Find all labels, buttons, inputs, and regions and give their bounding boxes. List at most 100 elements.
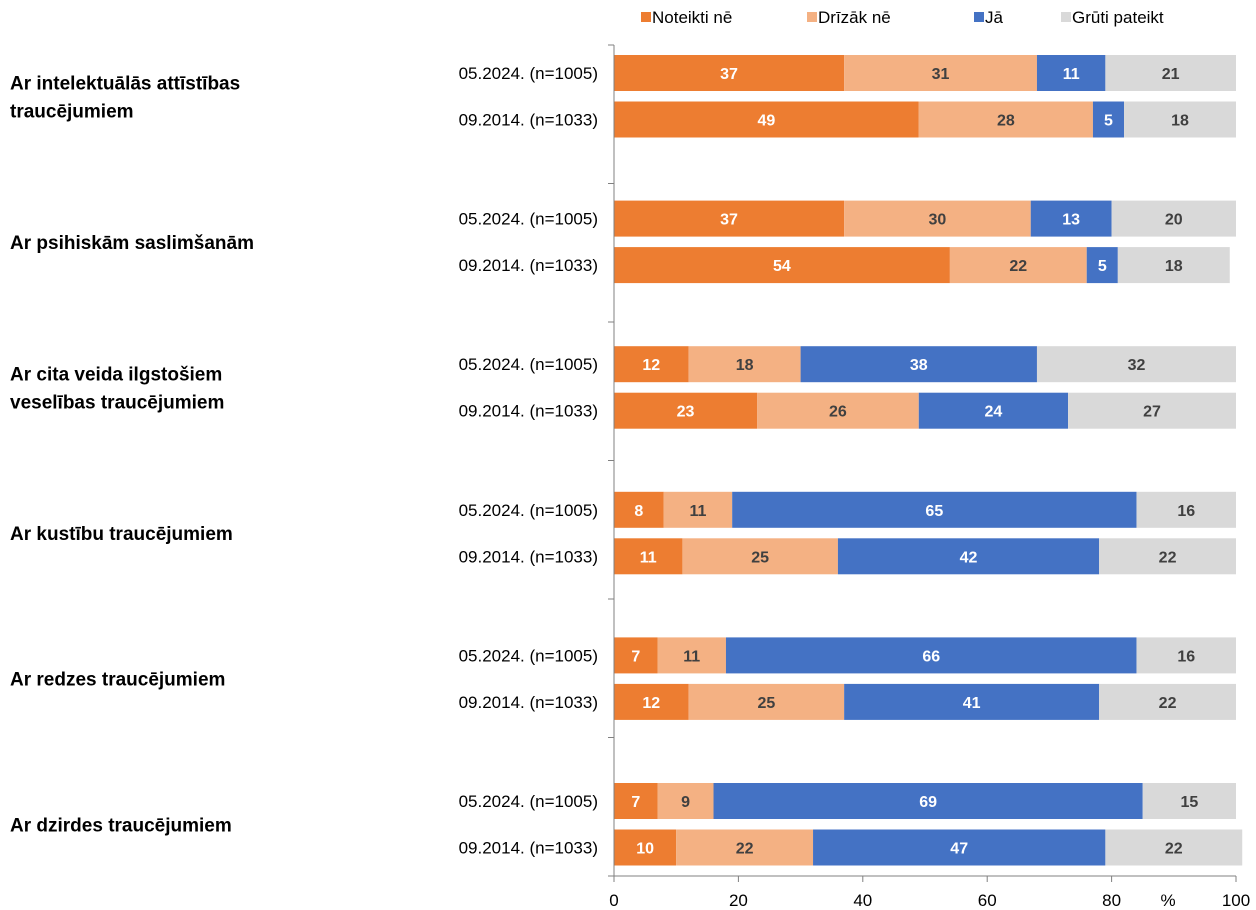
data-label: 30 <box>929 212 947 229</box>
data-label: 11 <box>683 648 700 665</box>
bar-segment <box>1136 491 1236 528</box>
data-label: 25 <box>751 549 769 566</box>
bar-segment <box>614 637 658 674</box>
legend-swatch-0 <box>641 12 651 22</box>
bar-segment <box>614 101 919 138</box>
bar-segment <box>614 55 845 91</box>
legend-label-2: Jā <box>985 8 1004 27</box>
data-label: 22 <box>1159 549 1177 566</box>
data-label: 11 <box>640 549 657 566</box>
data-label: 7 <box>631 648 640 665</box>
data-label: 38 <box>910 357 928 374</box>
data-label: 18 <box>1171 113 1189 130</box>
row-label: 05.2024. (n=1005) <box>459 210 598 229</box>
bar-segment <box>1086 247 1118 284</box>
data-label: 28 <box>997 113 1015 130</box>
row-label: 05.2024. (n=1005) <box>459 355 598 374</box>
data-label: 15 <box>1180 794 1198 811</box>
row-label: 09.2014. (n=1033) <box>459 402 598 421</box>
bar-segment <box>1099 538 1236 575</box>
data-label: 24 <box>985 404 1003 421</box>
data-label: 20 <box>1165 212 1183 229</box>
data-label: 42 <box>960 549 978 566</box>
data-label: 18 <box>1165 258 1183 275</box>
group-label: Ar dzirdes traucējumiem <box>10 815 232 836</box>
bar-segment <box>713 783 1143 819</box>
data-label: 5 <box>1098 258 1107 275</box>
bar-segment <box>1111 200 1236 237</box>
data-label: 12 <box>642 695 660 712</box>
data-label: 32 <box>1128 357 1146 374</box>
legend-label-3: Grūti pateikt <box>1072 8 1164 27</box>
bar-segment <box>676 829 814 866</box>
bar-segment <box>688 346 801 383</box>
group-label: Ar psihiskām saslimšanām <box>10 233 254 254</box>
bar-segment <box>918 392 1069 429</box>
bar-segment <box>614 247 950 284</box>
row-label: 09.2014. (n=1033) <box>459 547 598 566</box>
row-label: 05.2024. (n=1005) <box>459 646 598 665</box>
bar-segment <box>813 829 1106 866</box>
bar-segment <box>614 200 845 237</box>
group-label: veselības traucējumiem <box>10 392 224 413</box>
bar-segment <box>1036 55 1106 91</box>
data-label: 23 <box>677 404 695 421</box>
bar-segment <box>614 491 664 528</box>
bar-segment <box>1092 101 1125 138</box>
bar-segment <box>844 683 1100 720</box>
group-label: Ar kustību traucējumiem <box>10 524 233 545</box>
bar-segment <box>657 637 726 674</box>
bar-segment <box>614 683 689 720</box>
x-unit-label: % <box>1160 891 1175 910</box>
data-label: 69 <box>919 794 937 811</box>
bar-segment <box>682 538 838 575</box>
data-label: 27 <box>1143 404 1161 421</box>
x-tick-label: 60 <box>978 891 997 910</box>
bar-segment <box>844 200 1031 237</box>
data-label: 22 <box>1009 258 1027 275</box>
x-tick-label: 20 <box>729 891 748 910</box>
group-label: Ar intelektuālās attīstības <box>10 73 240 94</box>
data-label: 49 <box>757 113 775 130</box>
bar-segment <box>688 683 845 720</box>
row-label: 09.2014. (n=1033) <box>459 839 598 858</box>
bar-segment <box>1105 55 1236 91</box>
x-tick-label: 40 <box>853 891 872 910</box>
data-label: 18 <box>736 357 754 374</box>
legend-swatch-2 <box>974 12 984 22</box>
row-label: 05.2024. (n=1005) <box>459 501 598 520</box>
data-label: 21 <box>1162 66 1180 83</box>
data-label: 25 <box>757 695 775 712</box>
row-label: 09.2014. (n=1033) <box>459 111 598 130</box>
data-label: 54 <box>773 258 791 275</box>
bar-segment <box>614 538 683 575</box>
bar-segment <box>1105 829 1243 866</box>
data-label: 16 <box>1177 648 1195 665</box>
bar-segment <box>1036 346 1236 383</box>
data-label: 22 <box>736 841 754 858</box>
x-tick-label: 80 <box>1102 891 1121 910</box>
data-label: 7 <box>631 794 640 811</box>
legend-label-1: Drīzāk nē <box>818 8 891 27</box>
bar-segment <box>1068 392 1236 429</box>
bar-segment <box>614 392 758 429</box>
bar-segment <box>837 538 1100 575</box>
bar-segment <box>663 491 733 528</box>
bar-segment <box>725 637 1137 674</box>
data-label: 11 <box>1063 66 1080 83</box>
data-label: 22 <box>1165 841 1183 858</box>
legend-swatch-1 <box>807 12 817 22</box>
group-label: Ar redzes traucējumiem <box>10 670 225 691</box>
data-label: 37 <box>720 212 738 229</box>
data-label: 22 <box>1159 695 1177 712</box>
group-label: Ar cita veida ilgstošiem <box>10 364 222 385</box>
bar-segment <box>1099 683 1236 720</box>
data-label: 65 <box>925 503 943 520</box>
x-tick-label: 100 <box>1222 891 1250 910</box>
x-tick-label: 0 <box>609 891 618 910</box>
data-label: 26 <box>829 404 847 421</box>
bar-segment <box>800 346 1037 383</box>
bar-segment <box>1030 200 1112 237</box>
bar-segment <box>614 829 677 866</box>
